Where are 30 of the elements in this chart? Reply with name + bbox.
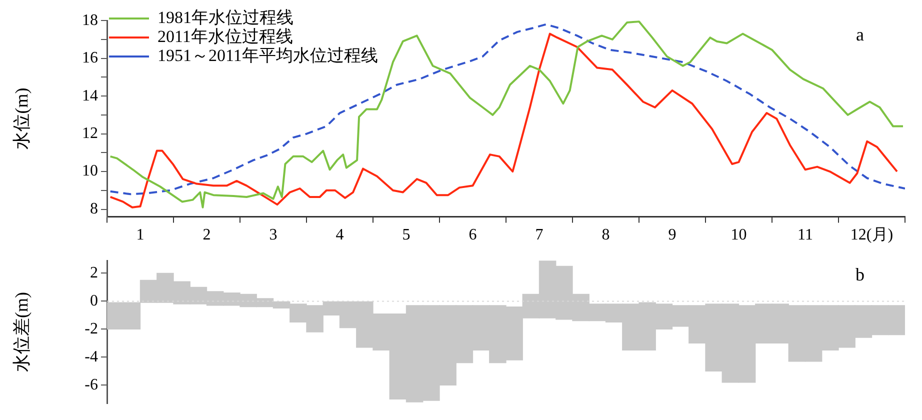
x-tick-label: 11	[798, 226, 813, 244]
x-tick-label: 10	[730, 226, 747, 244]
x-tick-label: 8	[602, 226, 610, 244]
y-tick-label: 18	[82, 12, 98, 29]
y-tick-label: 12	[82, 124, 98, 142]
y-tick-label: 10	[82, 162, 98, 180]
legend-label: 1951～2011年平均水位过程线	[158, 46, 378, 65]
x-tick-label: 1	[136, 226, 144, 244]
y-tick-label: 8	[90, 200, 98, 218]
legend-label: 2011年水位过程线	[158, 26, 293, 46]
x-tick-label: 7	[535, 226, 544, 244]
annotation: a	[856, 24, 864, 45]
y-tick-label: -4	[84, 348, 98, 366]
legend-label: 1981年水位过程线	[158, 8, 294, 27]
x-tick-label: 5	[402, 226, 410, 244]
x-tick-label: 9	[668, 226, 676, 244]
y-tick-label: 14	[82, 87, 98, 104]
y-axis-title: 水位差(m)	[12, 292, 32, 372]
y-tick-label: 2	[90, 264, 98, 282]
x-tick-label: 6	[468, 226, 477, 244]
y-tick-label: -2	[84, 320, 98, 338]
y-tick-label: 0	[90, 292, 98, 310]
annotation: b	[856, 264, 864, 285]
x-tick-label: 3	[269, 226, 278, 244]
x-tick-label: 12(月)	[850, 226, 894, 244]
x-tick-label: 2	[202, 226, 211, 244]
x-tick-label: 4	[336, 226, 344, 244]
y-axis-title: 水位(m)	[12, 88, 32, 150]
y-tick-label: -6	[84, 376, 98, 394]
y-tick-label: 16	[82, 50, 98, 67]
